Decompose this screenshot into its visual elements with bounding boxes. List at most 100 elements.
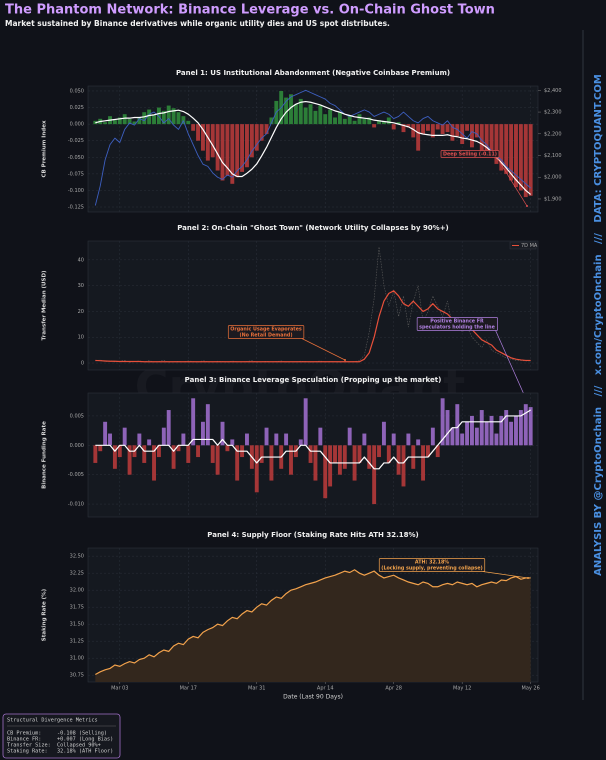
annotation: Organic Usage Evaporates(No Retail Deman… (227, 325, 346, 361)
bar (298, 439, 303, 446)
annotation-box (416, 317, 498, 331)
y-tick-label: 0.005 (70, 413, 84, 419)
bar (528, 124, 533, 196)
bar (293, 104, 298, 125)
bar (152, 114, 156, 125)
y-tick-label: -0.125 (68, 205, 84, 211)
x-axis-label: Date (Last 90 Days) (283, 694, 343, 701)
y2-tick-label: $1,900 (544, 196, 562, 202)
bar (514, 124, 518, 188)
bar (386, 117, 391, 125)
bar (352, 120, 357, 125)
y-tick-label: -0.075 (68, 171, 84, 177)
bar (137, 433, 142, 446)
bar (191, 398, 196, 446)
bar (494, 433, 499, 446)
bar (396, 122, 401, 125)
bar (235, 124, 240, 178)
bar (342, 445, 347, 469)
x-tick-label: Mar 31 (248, 686, 265, 692)
y-tick-label: 0.000 (70, 122, 84, 128)
bar (337, 112, 342, 125)
bar (440, 124, 445, 135)
bar (499, 124, 504, 171)
bar (347, 427, 352, 446)
y-tick-label: 40 (78, 257, 84, 263)
y-axis-label: Transfer Median (USD) (42, 270, 48, 341)
bar (479, 410, 484, 446)
bar (176, 445, 181, 452)
bar (93, 445, 98, 463)
bar (200, 124, 205, 151)
metrics-row: Staking Rate: 32.18% (ATH Floor) (7, 749, 113, 755)
bar (122, 427, 127, 446)
line (94, 89, 531, 206)
y-tick-label: 10 (78, 335, 84, 341)
bar (254, 124, 259, 151)
annotation-arrow-head (344, 359, 346, 361)
bar (455, 404, 460, 446)
bar (156, 445, 161, 458)
bar (318, 105, 323, 125)
bar (342, 118, 347, 125)
y-tick-label: 0.000 (70, 443, 84, 449)
bar (421, 124, 426, 135)
bar (215, 445, 220, 475)
bar (122, 114, 127, 125)
y-tick-label: 31.50 (70, 622, 84, 628)
line (95, 409, 531, 470)
bar (284, 97, 289, 125)
y-tick-label: 0.050 (70, 88, 84, 94)
bar (264, 124, 269, 135)
bar (460, 433, 465, 446)
bar (176, 112, 181, 125)
bar (161, 427, 166, 446)
bar (430, 124, 435, 138)
bar (465, 124, 470, 131)
bar (396, 445, 401, 475)
x-tick-label: May 26 (522, 686, 540, 692)
bar (430, 427, 435, 446)
annotation-arrow (301, 338, 346, 361)
bar (514, 415, 518, 446)
annotation-box (440, 150, 500, 158)
bar (152, 445, 156, 481)
metrics-row: CB Premium: -0.108 (Selling) (7, 731, 107, 737)
bar (254, 445, 259, 493)
bar (210, 445, 215, 463)
bar (147, 439, 152, 446)
bar (416, 439, 421, 446)
bar (289, 445, 293, 475)
bar (357, 445, 362, 463)
bar (127, 445, 132, 475)
bar (205, 124, 210, 161)
y-tick-label: 20 (78, 309, 84, 315)
bar (108, 433, 112, 446)
bar (298, 98, 303, 125)
bar (484, 421, 489, 446)
annotation-text: Positive Binance FR (430, 319, 484, 325)
bar (117, 445, 122, 458)
bar (284, 433, 289, 446)
annotation-text: (Locking supply, preventing collapse) (381, 566, 482, 572)
annotation-box (378, 558, 486, 572)
metrics-box: Structural Divergence Metrics CB Premium… (2, 713, 121, 759)
y2-tick-label: $2,100 (544, 153, 562, 159)
bar (186, 120, 191, 125)
panel-title: Panel 2: On-Chain "Ghost Town" (Network … (177, 224, 449, 232)
y-tick-label: 31.75 (70, 605, 84, 611)
y2-tick-label: $2,200 (544, 131, 562, 137)
annotation-text: ATH: 32.18% (415, 560, 449, 566)
metrics-row: Binance FR: +0.007 (Long Bias) (7, 737, 113, 743)
bar (504, 124, 509, 174)
y-tick-label: -0.050 (68, 155, 84, 161)
x-tick-label: May 12 (453, 686, 471, 692)
annotation-text: (No Retail Demand) (239, 333, 292, 339)
y-tick-label: 0.025 (70, 105, 84, 111)
bar (230, 439, 235, 446)
bar (362, 118, 367, 125)
bar (225, 445, 230, 452)
bar (240, 124, 245, 172)
bar (127, 118, 132, 125)
